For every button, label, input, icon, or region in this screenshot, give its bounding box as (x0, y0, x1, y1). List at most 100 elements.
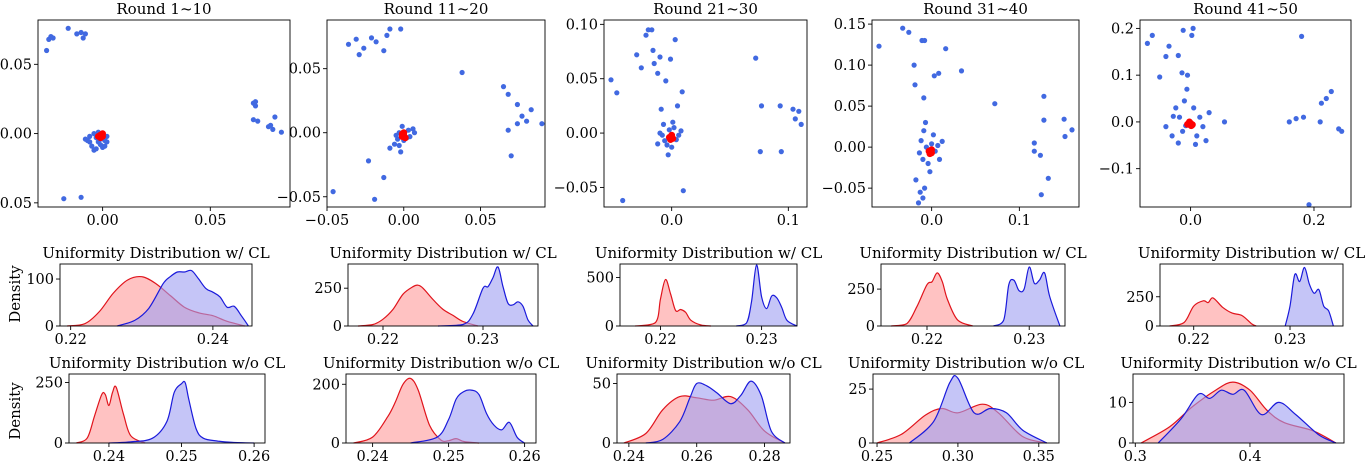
scatter-point (1163, 124, 1169, 130)
x-tick-label: 0.26 (508, 449, 540, 465)
y-tick-label: 250 (1126, 290, 1154, 306)
x-tick-label: −0.05 (305, 213, 349, 229)
blue-density-area (116, 270, 249, 326)
chart-title: Uniformity Distribution w/ CL (595, 244, 822, 262)
x-tick-label: 0.23 (745, 332, 777, 348)
scatter-point (651, 60, 657, 67)
scatter-point (78, 29, 84, 36)
chart-title: Uniformity Distribution w/o CL (1120, 354, 1356, 372)
scatter-point (917, 189, 923, 195)
blue-density-line (736, 264, 798, 327)
chart-title: Round 21~30 (653, 0, 758, 18)
scatter-point (330, 189, 336, 195)
x-tick-label: 0.0 (920, 213, 943, 229)
scatter-point (278, 129, 284, 135)
axes-frame (1139, 19, 1352, 208)
scatter-point (250, 117, 256, 123)
x-tick-label: 0.22 (1178, 332, 1210, 348)
y-tick-label: 250 (847, 282, 875, 298)
scatter-point (396, 142, 402, 149)
y-tick-label: 500 (586, 271, 614, 287)
scatter-point (356, 52, 362, 58)
scatter-point (1203, 138, 1209, 144)
scatter-point (255, 118, 261, 124)
axes-frame (59, 263, 253, 327)
chart-panel-1: Round 1~10 0.00 0.05 −0.05 0.00 0.05 (0, 0, 291, 229)
scatter-point (252, 99, 259, 105)
scatter-point (1175, 140, 1181, 146)
y-tick-label: −0.05 (554, 180, 598, 196)
scatter-point (104, 139, 110, 145)
scatter-point (929, 141, 935, 147)
axes-frame (68, 373, 266, 444)
x-tick-label: 0.24 (197, 332, 229, 348)
red-density-area (358, 285, 478, 326)
y-tick-label: 200 (312, 377, 340, 393)
axes-frame (872, 373, 1060, 444)
blue-density-area (438, 266, 533, 326)
scatter-point (614, 90, 620, 96)
scatter-point (796, 108, 802, 114)
chart-panel-13: Uniformity Distribution w/o CL 0.24 0.26 0.… (585, 354, 821, 465)
scatter-point (634, 52, 640, 58)
scatter-point (411, 130, 418, 136)
scatter-point (1041, 93, 1047, 99)
scatter-point (1144, 40, 1150, 47)
chart-panel-4: Round 31~40 0.0 0.1 −0.05 0.00 0.05 0.10 0.15 (822, 0, 1080, 229)
scatter-point (44, 47, 50, 54)
scatter-point (268, 122, 274, 128)
scatter-point (505, 91, 511, 97)
scatter-point (524, 118, 530, 124)
scatter-point (393, 132, 399, 138)
axes-frame (347, 263, 539, 327)
scatter-point (657, 54, 663, 60)
scatter-point (662, 138, 668, 144)
x-tick-label: 0.05 (464, 213, 496, 229)
x-tick-label: 0.0 (660, 213, 683, 229)
y-tick-label: 10 (1109, 395, 1127, 411)
scatter-point (74, 31, 80, 37)
scatter-point (1300, 114, 1307, 120)
scatter-point (920, 195, 926, 201)
scatter-point (778, 149, 784, 155)
chart-title: Round 1~10 (116, 0, 211, 18)
blue-density-line (993, 266, 1061, 327)
chart-title: Round 11~20 (384, 0, 489, 18)
scatter-point (1180, 27, 1186, 33)
scatter-point (528, 107, 534, 113)
scatter-point (1194, 133, 1200, 139)
x-tick-label: 0.22 (911, 332, 943, 348)
y-tick-label: −0.05 (277, 190, 321, 206)
scatter-point (1176, 114, 1183, 120)
scatter-point (608, 77, 614, 83)
center-point (99, 130, 106, 138)
blue-density-area (410, 389, 525, 443)
axes-frame (871, 19, 1080, 208)
y-tick-label: 0 (1118, 436, 1127, 452)
scatter-point (1323, 95, 1329, 102)
center-point (398, 130, 406, 138)
y-tick-label: 0.05 (0, 57, 32, 73)
scatter-point (906, 29, 912, 35)
density-axis-label-row2: Density (6, 265, 24, 323)
chart-panel-3: Round 21~30 0.0 0.1 −0.05 0.00 0.05 0.10 (554, 0, 808, 229)
scatter-point (1166, 43, 1172, 49)
scatter-point (678, 128, 684, 134)
x-tick-label: 0.00 (388, 213, 420, 229)
scatter-point (1062, 133, 1068, 140)
scatter-point (1306, 202, 1312, 208)
scatter-point (368, 35, 375, 41)
scatter-point (650, 47, 656, 54)
scatter-point (911, 62, 917, 68)
scatter-point (1169, 133, 1175, 139)
y-tick-label: 0.00 (834, 140, 866, 156)
scatter-point (1299, 33, 1305, 40)
x-tick-label: 0.22 (55, 332, 87, 348)
y-tick-label: 250 (35, 375, 63, 391)
scatter-point (1031, 148, 1037, 154)
y-tick-label: 0.10 (834, 58, 866, 74)
scatter-point (916, 150, 923, 156)
scatter-point (672, 37, 678, 43)
y-tick-label: 0 (866, 319, 875, 335)
scatter-point (915, 200, 922, 206)
